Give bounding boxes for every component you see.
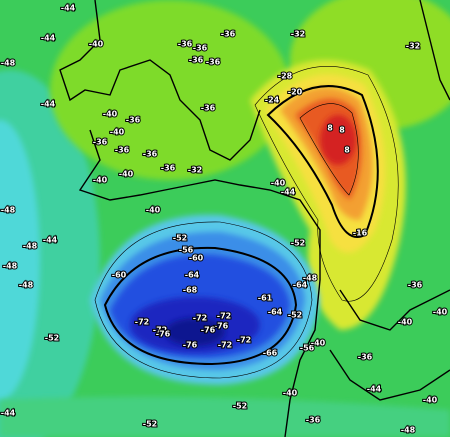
contour-label: -60 [112, 271, 127, 280]
isotherm [266, 85, 379, 238]
contour-label: -36 [221, 30, 236, 39]
contour-label: -66 [263, 349, 278, 358]
contour-label: -36 [193, 44, 208, 53]
contour-label: 8 [344, 146, 350, 155]
contour-label: -36 [201, 104, 216, 113]
isotherm [254, 66, 399, 302]
contour-label: -28 [278, 72, 293, 81]
contour-label: -40 [283, 389, 298, 398]
contour-label: -36 [206, 58, 221, 67]
contour-label: -40 [271, 179, 286, 188]
contour-label: -52 [288, 311, 302, 320]
contour-label: -48 [23, 242, 38, 251]
contour-label: -40 [110, 128, 125, 137]
coastlines [59, 0, 450, 437]
contour-label: -40 [433, 308, 448, 317]
contour-label: -48 [303, 274, 318, 283]
contour-label: -48 [1, 206, 16, 215]
coastline [329, 349, 450, 401]
contour-label: -40 [93, 176, 108, 185]
contour-label: -36 [408, 281, 423, 290]
contour-label: -44 [41, 100, 56, 109]
contour-label: -72 [193, 314, 207, 323]
contour-label: -32 [188, 166, 202, 175]
contour-label: -36 [189, 56, 204, 65]
contour-label: -76 [156, 330, 171, 339]
contour-label: -40 [311, 339, 326, 348]
contour-label: -36 [126, 116, 141, 125]
contour-label: -60 [189, 254, 204, 263]
contour-label: -40 [146, 206, 161, 215]
contour-label: -56 [300, 344, 315, 353]
contour-label: -40 [119, 170, 134, 179]
contour-label: -20 [288, 88, 303, 97]
contour-label: -72 [217, 312, 231, 321]
contour-label: -44 [1, 409, 16, 418]
contour-label: -36 [358, 353, 373, 362]
isotherm [94, 221, 313, 379]
contour-label: -40 [89, 40, 104, 49]
contour-label: -52 [143, 420, 157, 429]
contour-labels: -44-44-40 -36 -36-36 -32-32-36 -36-28-48-44-… [0, 3, 449, 436]
contour-label: -48 [401, 426, 416, 435]
isotherm [299, 103, 359, 196]
contour-label: -36 [306, 416, 321, 425]
coastline [59, 0, 261, 161]
contour-label: -72 [135, 318, 149, 327]
contour-label: -64 [268, 308, 283, 317]
contour-label: -32 [291, 30, 305, 39]
contour-label: -56 [179, 246, 194, 255]
contour-label: 8 [339, 126, 345, 135]
contour-label: -44 [367, 385, 382, 394]
contour-label: -64 [185, 271, 200, 280]
contour-label: -76 [201, 326, 216, 335]
contour-label: 8 [327, 124, 333, 133]
contour-label: -44 [281, 188, 296, 197]
isotherm [103, 246, 298, 366]
contour-label: -52 [173, 234, 187, 243]
contour-label: -44 [43, 236, 58, 245]
contour-label: -16 [353, 229, 368, 238]
contour-label: -24 [265, 96, 280, 105]
coastline [339, 289, 450, 331]
contour-label: -72 [153, 326, 167, 335]
contours [94, 66, 399, 379]
contour-label: -40 [103, 110, 118, 119]
contour-label: -64 [293, 281, 308, 290]
contour-label: -48 [19, 281, 34, 290]
contour-label: -68 [183, 286, 198, 295]
contour-label: -48 [1, 59, 16, 68]
contour-label: -32 [406, 42, 420, 51]
contour-label: -76 [183, 341, 198, 350]
contour-label: -36 [161, 164, 176, 173]
coastline [419, 0, 450, 101]
contour-label: -61 [258, 294, 273, 303]
contour-label: -48 [3, 262, 18, 271]
contour-label: -36 [178, 40, 193, 49]
contour-label: -36 [115, 146, 130, 155]
contour-label: -52 [291, 239, 305, 248]
contour-label: -76 [214, 322, 229, 331]
contour-label: -44 [41, 34, 56, 43]
coastline [78, 129, 321, 437]
contour-label: -36 [143, 150, 158, 159]
contour-label: -44 [61, 4, 76, 13]
contour-label: -52 [45, 334, 59, 343]
contour-label: -40 [398, 318, 413, 327]
contour-label: -72 [237, 336, 251, 345]
contour-label: -72 [218, 341, 232, 350]
contour-label: -36 [93, 138, 108, 147]
contour-label: -40 [423, 396, 438, 405]
contour-label: -52 [233, 402, 247, 411]
